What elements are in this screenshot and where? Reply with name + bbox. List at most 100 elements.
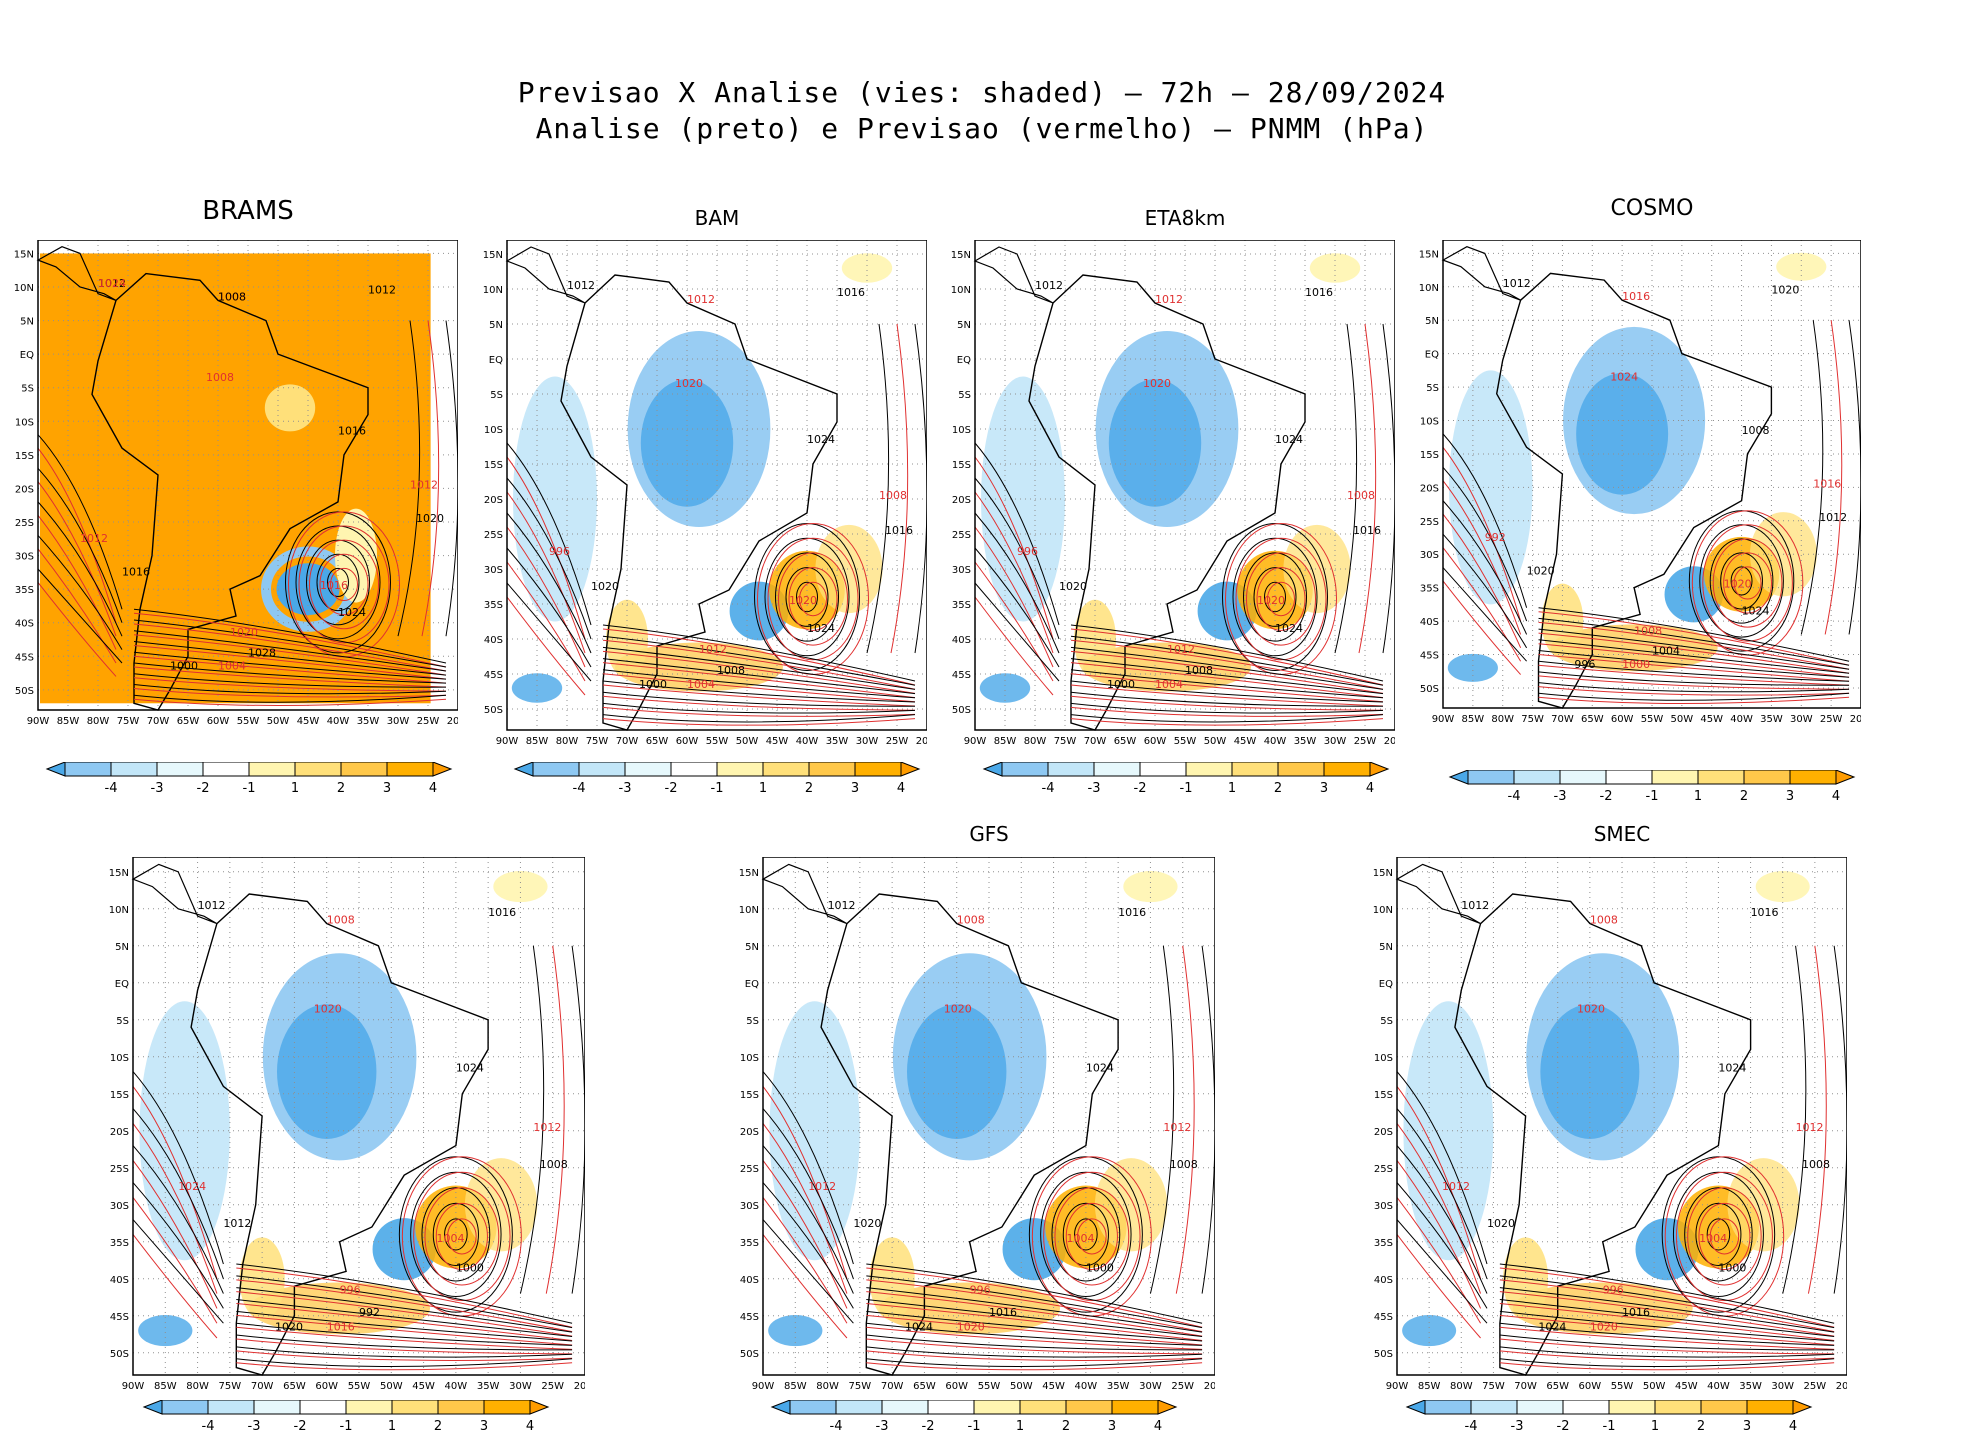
lon-tick-label: 45W bbox=[1042, 1381, 1065, 1392]
lat-tick-label: 15S bbox=[484, 460, 503, 471]
contour-label: 1024 bbox=[1718, 1062, 1746, 1075]
colorbar-label: -3 bbox=[1088, 781, 1101, 796]
contour-label: 1016 bbox=[1353, 524, 1381, 537]
lon-tick-label: 65W bbox=[1581, 714, 1604, 725]
colorbar-label: 4 bbox=[1154, 1419, 1162, 1434]
panel-title-smec: SMEC bbox=[1593, 822, 1651, 846]
lat-tick-label: 10N bbox=[739, 905, 759, 916]
graticule bbox=[133, 857, 585, 1375]
colorbar-label: 2 bbox=[1062, 1419, 1070, 1434]
coastline-central-america bbox=[505, 246, 586, 304]
lat-tick-label: EQ bbox=[489, 355, 503, 366]
contour-label: 1020 bbox=[1577, 1002, 1605, 1015]
contour-label: 1024 bbox=[1538, 1321, 1566, 1334]
lon-tick-label: 35W bbox=[1760, 714, 1783, 725]
contour-label: 1016 bbox=[837, 286, 865, 299]
contour-label: 1020 bbox=[1724, 578, 1752, 591]
colorbar-label: -2 bbox=[1600, 789, 1613, 804]
contour-label: 1020 bbox=[1487, 1217, 1515, 1230]
lat-tick-label: 45S bbox=[110, 1312, 129, 1323]
colorbar-label: -4 bbox=[573, 781, 586, 796]
lon-tick-label: 35W bbox=[1739, 1381, 1762, 1392]
contour-label: 1008 bbox=[957, 914, 985, 927]
lon-tick-label: 90W bbox=[122, 1381, 145, 1392]
panel-title-gfs: GFS bbox=[969, 822, 1009, 846]
colorbar-label: -2 bbox=[665, 781, 678, 796]
lat-tick-label: 30S bbox=[110, 1201, 129, 1212]
lat-tick-label: 10N bbox=[1373, 905, 1393, 916]
lat-tick-label: 5S bbox=[1426, 383, 1439, 394]
contour-labels: 1012 1008 1016 1020 1024 1012 1008 1004 1000 996 1… bbox=[1442, 899, 1830, 1334]
lat-tick-label: 40S bbox=[952, 635, 971, 646]
lat-tick-label: 50S bbox=[1420, 684, 1439, 695]
contour-label: 1016 bbox=[1813, 477, 1841, 490]
colorbar-label: 3 bbox=[1320, 781, 1328, 796]
lon-tick-label: 80W bbox=[1024, 736, 1047, 747]
lat-tick-label: 35S bbox=[1374, 1238, 1393, 1249]
lat-tick-label: 5N bbox=[1425, 316, 1439, 327]
lon-tick-label: 45W bbox=[1234, 736, 1257, 747]
lon-tick-label: 75W bbox=[1482, 1381, 1505, 1392]
lat-tick-label: 5S bbox=[746, 1016, 759, 1027]
colorbar-gfs: -4 -3 -2 -1 1 2 3 4 bbox=[770, 1399, 1178, 1444]
contour-label: 1020 bbox=[1771, 283, 1799, 296]
lon-tick-label: 60W bbox=[676, 736, 699, 747]
contour-label: 1020 bbox=[230, 626, 258, 639]
contour-label: 1016 bbox=[1305, 286, 1333, 299]
lat-tick-label: 30S bbox=[740, 1201, 759, 1212]
isobars bbox=[974, 323, 1395, 726]
colorbar-label: -4 bbox=[1465, 1419, 1478, 1434]
contour-label: 996 bbox=[340, 1284, 361, 1297]
lon-tick-label: 85W bbox=[526, 736, 549, 747]
colorbar-label: -3 bbox=[248, 1419, 261, 1434]
lon-tick-label: 70W bbox=[1084, 736, 1107, 747]
lat-tick-label: 5S bbox=[116, 1016, 129, 1027]
colorbar-label: -1 bbox=[1180, 781, 1193, 796]
contour-label: 996 bbox=[1574, 658, 1595, 671]
lon-tick-label: 75W bbox=[117, 716, 140, 727]
lat-tick-label: 45S bbox=[1420, 651, 1439, 662]
contour-label: 1012 bbox=[699, 643, 727, 656]
lat-tick-label: 25S bbox=[1374, 1164, 1393, 1175]
colorbar-label: 1 bbox=[1651, 1419, 1659, 1434]
lon-tick-label: 85W bbox=[1418, 1381, 1441, 1392]
contour-label: 1004 bbox=[218, 660, 246, 673]
lon-tick-label: 60W bbox=[207, 716, 230, 727]
colorbar-label: -4 bbox=[1042, 781, 1055, 796]
lat-tick-label: 25S bbox=[952, 530, 971, 541]
colorbar-smec: -4 -3 -2 -1 1 2 3 4 bbox=[1405, 1399, 1813, 1444]
contour-label: 1020 bbox=[275, 1321, 303, 1334]
lon-tick-label: 65W bbox=[646, 736, 669, 747]
isobars bbox=[1396, 945, 1847, 1371]
lon-tick-label: 90W bbox=[964, 736, 987, 747]
lat-tick-label: 15S bbox=[740, 1090, 759, 1101]
colorbar-label: 3 bbox=[1743, 1419, 1751, 1434]
contour-label: 1020 bbox=[591, 580, 619, 593]
contour-label: 1024 bbox=[1275, 622, 1303, 635]
lat-tick-label: 15N bbox=[109, 868, 129, 879]
lat-tick-label: 15N bbox=[1373, 868, 1393, 879]
lon-tick-label: 80W bbox=[87, 716, 110, 727]
contour-label: 1016 bbox=[1622, 1306, 1650, 1319]
coastline-central-america bbox=[36, 246, 117, 301]
lon-tick-label: 85W bbox=[1462, 714, 1485, 725]
lon-tick-label: 25W bbox=[1354, 736, 1377, 747]
contour-label: 1012 bbox=[410, 478, 438, 491]
lat-tick-label: 5N bbox=[957, 320, 971, 331]
lon-tick-label: 55W bbox=[706, 736, 729, 747]
colorbar-label: -3 bbox=[876, 1419, 889, 1434]
contour-label: 1016 bbox=[1622, 290, 1650, 303]
colorbar-label: 4 bbox=[897, 781, 905, 796]
lat-tick-label: 10N bbox=[483, 285, 503, 296]
colorbar-label: -1 bbox=[243, 781, 256, 796]
contour-labels: 1012 1016 1020 1024 1008 1016 1012 1020 1024 1008… bbox=[1485, 277, 1847, 671]
lon-tick-label: 40W bbox=[1707, 1381, 1730, 1392]
contour-label: 1024 bbox=[178, 1180, 206, 1193]
contour-label: 1016 bbox=[885, 524, 913, 537]
panel-title-cosmo: COSMO bbox=[1610, 196, 1694, 221]
contour-label: 1000 bbox=[639, 678, 667, 691]
lon-tick-label: 45W bbox=[766, 736, 789, 747]
coastline-central-america bbox=[973, 246, 1054, 304]
lon-tick-label: 85W bbox=[994, 736, 1017, 747]
panel-title-eta8km: ETA8km bbox=[1144, 206, 1226, 230]
